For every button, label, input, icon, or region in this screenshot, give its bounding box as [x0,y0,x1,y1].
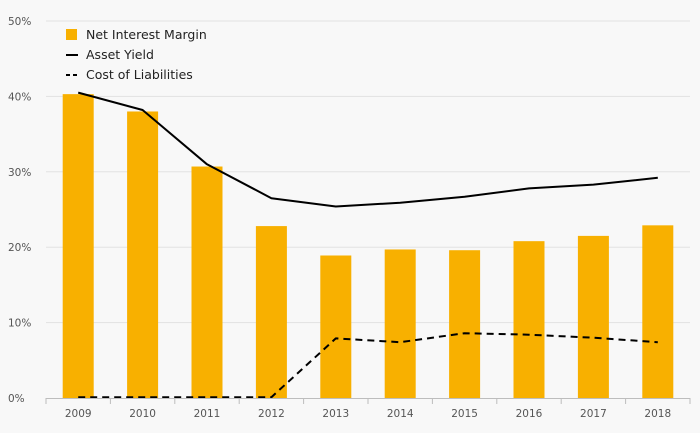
y-tick-label: 30% [8,167,31,179]
legend: Net Interest Margin Asset Yield Cost of … [66,27,207,82]
bar-2012 [255,226,287,398]
bar-2010 [127,111,159,398]
y-axis-ticks: 0% 10% 20% 30% 40% 50% [8,16,31,405]
x-tick-label: 2017 [580,408,607,420]
legend-label-asset-yield: Asset Yield [86,47,154,62]
legend-swatch-net-interest-margin [66,29,77,40]
y-tick-label: 0% [8,393,25,405]
y-tick-label: 40% [8,91,31,103]
bar-2014 [384,249,416,398]
bars [62,94,674,398]
x-tick-label: 2014 [387,408,414,420]
legend-label-net-interest-margin: Net Interest Margin [86,27,207,42]
line-asset-yield [77,91,658,208]
lines [77,91,658,399]
y-tick-label: 50% [8,16,31,28]
x-tick-label: 2009 [65,408,92,420]
legend-label-cost-of-liabilities: Cost of Liabilities [86,67,193,82]
bar-2015 [449,250,481,398]
x-axis [45,398,691,404]
x-tick-label: 2015 [451,408,478,420]
bar-2018 [642,225,674,398]
x-tick-label: 2018 [644,408,671,420]
bar-2011 [191,166,223,398]
line-cost-of-liabilities [78,332,658,399]
bar-2013 [320,255,352,398]
bar-2016 [513,241,545,398]
x-tick-label: 2012 [258,408,285,420]
x-tick-label: 2010 [129,408,156,420]
x-tick-label: 2016 [516,408,543,420]
x-axis-ticks: 2009 2010 2011 2012 2013 2014 2015 2016 2017 2018 [65,408,671,420]
bar-2017 [577,235,609,398]
x-tick-label: 2011 [194,408,221,420]
bar-2009 [62,94,94,398]
y-tick-label: 10% [8,318,31,330]
y-tick-label: 20% [8,242,31,254]
x-tick-label: 2013 [322,408,349,420]
